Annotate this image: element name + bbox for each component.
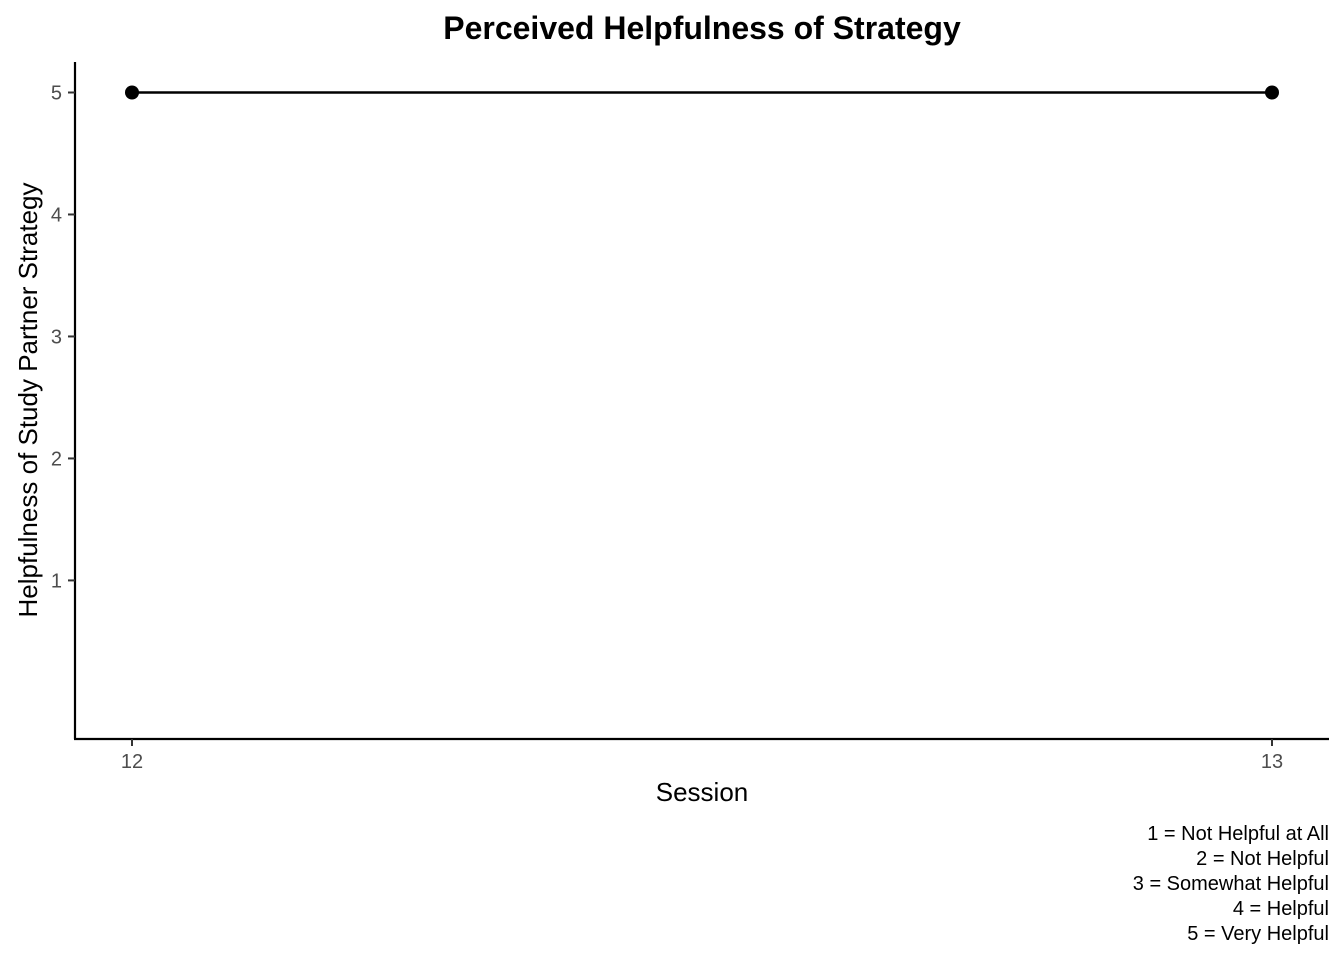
x-tick-label: 13	[1261, 751, 1283, 773]
y-tick-label: 1	[51, 570, 62, 592]
data-point	[1265, 85, 1279, 100]
caption-line: 5 = Very Helpful	[1187, 923, 1329, 945]
chart-title: Perceived Helpfulness of Strategy	[443, 10, 961, 46]
caption-line: 1 = Not Helpful at All	[1147, 823, 1329, 845]
y-tick-label: 3	[51, 326, 62, 348]
y-tick-label: 5	[51, 82, 62, 104]
x-ticks: 12 13	[121, 739, 1283, 773]
caption-line: 3 = Somewhat Helpful	[1133, 873, 1329, 895]
caption: 1 = Not Helpful at All 2 = Not Helpful 3…	[1133, 823, 1329, 945]
y-ticks: 1 2 3 4 5	[51, 82, 75, 592]
data-point	[125, 85, 139, 100]
y-tick-label: 4	[51, 204, 62, 226]
x-tick-label: 12	[121, 751, 143, 773]
x-axis-title: Session	[656, 777, 749, 807]
series-layer	[125, 85, 1279, 100]
caption-line: 4 = Helpful	[1233, 898, 1329, 920]
y-tick-label: 2	[51, 448, 62, 470]
y-axis-title: Helpfulness of Study Partner Strategy	[13, 182, 43, 617]
caption-line: 2 = Not Helpful	[1196, 848, 1329, 870]
